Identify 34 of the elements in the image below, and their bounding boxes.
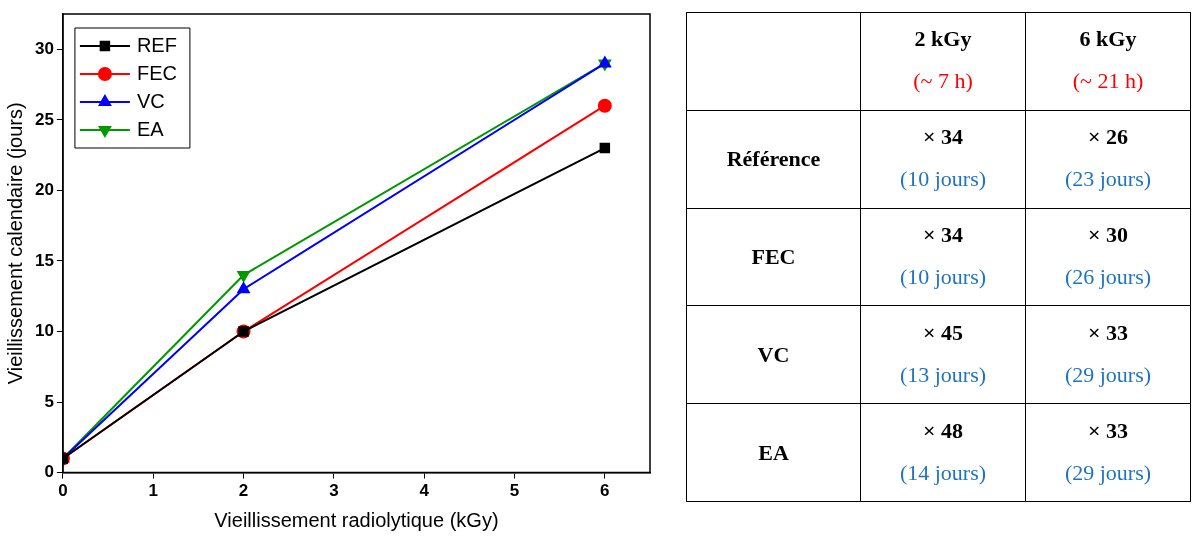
text: × 30 (26 jours) [1064,221,1152,289]
category-label: 2 kGy (~ 7 h) [912,25,974,96]
x-tick-label: 5 [509,481,520,501]
x-axis-title: Vieillissement radiolytique (kGy) [214,508,499,531]
y-tick-label: 15 [34,250,54,270]
y-axis-title: Vieillissement calendaire (jours) [3,102,26,385]
category-label: 6 kGy (~ 21 h) [1071,25,1145,96]
category-label: Référence [726,146,821,172]
y-tick-label: 10 [34,321,54,341]
x-tick-label: 4 [419,481,430,501]
x-tick-label: 6 [600,481,610,501]
text: × 34 (10 jours) [899,124,987,192]
legend-label: EA [136,117,165,140]
legend-label: FEC [136,61,177,84]
legend-label: VC [136,89,165,112]
text: × 45 (13 jours) [899,319,987,387]
text: × 34 (10 jours) [899,221,987,289]
text: × 48 (14 jours) [899,417,987,485]
x-tick-label: 3 [329,481,339,501]
category-label: FEC [751,243,796,269]
x-tick-label: 0 [58,481,68,501]
y-tick-label: 5 [44,391,54,411]
text: × 26 (23 jours) [1064,124,1152,192]
category-label: VC [757,341,790,367]
x-tick-label: 1 [148,481,158,501]
legend-label: REF [136,33,177,56]
text: × 33 (29 jours) [1064,417,1152,485]
y-tick-label: 20 [34,180,54,200]
y-tick-label: 25 [34,109,54,129]
y-tick-label: 30 [34,38,54,58]
text: × 33 (29 jours) [1064,319,1152,387]
category-label: EA [758,439,789,465]
x-tick-label: 2 [238,481,249,501]
y-tick-label: 0 [44,462,54,482]
